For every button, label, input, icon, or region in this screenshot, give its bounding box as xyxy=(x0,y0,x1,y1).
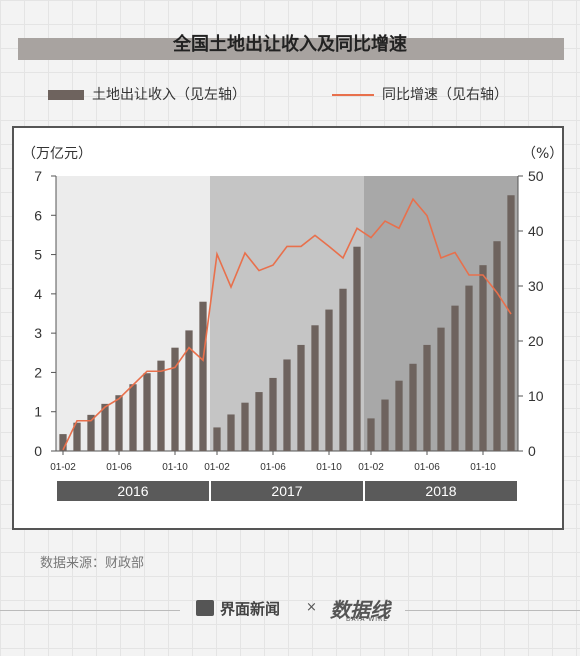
x-tick-label: 01-10 xyxy=(162,462,188,473)
footer-brand: 界面新闻 xyxy=(220,600,281,618)
jiemian-logo-icon xyxy=(196,600,214,616)
right-tick-label: 10 xyxy=(528,388,544,404)
data-bar xyxy=(129,384,137,451)
legend-line-label: 同比增速（见右轴） xyxy=(382,87,508,103)
data-bar xyxy=(339,288,347,451)
data-bar xyxy=(157,360,165,451)
data-bar xyxy=(101,403,109,451)
data-bar xyxy=(465,285,473,451)
left-tick-label: 6 xyxy=(34,207,42,223)
right-tick-label: 50 xyxy=(528,168,544,184)
left-tick-label: 0 xyxy=(34,443,42,459)
data-bar xyxy=(325,309,333,451)
legend-bars-label: 土地出让收入（见左轴） xyxy=(92,87,246,103)
year-bar-2018 xyxy=(365,481,517,501)
left-tick-label: 5 xyxy=(34,247,42,263)
right-axis-unit: （%） xyxy=(522,146,563,162)
right-tick-label: 30 xyxy=(528,278,544,294)
left-axis-unit: （万亿元） xyxy=(22,146,92,162)
x-tick-label: 01-06 xyxy=(260,462,286,473)
legend-bar-swatch xyxy=(48,90,84,100)
x-tick-label: 01-06 xyxy=(414,462,440,473)
x-tick-label: 01-10 xyxy=(470,462,496,473)
data-bar xyxy=(171,347,179,451)
data-bar xyxy=(479,265,487,451)
data-bar xyxy=(283,359,291,451)
data-bar xyxy=(395,380,403,451)
year-label: 2017 xyxy=(271,483,302,499)
data-bar xyxy=(409,363,417,451)
x-tick-label: 01-02 xyxy=(358,462,384,473)
year-bar-2017 xyxy=(211,481,363,501)
data-bar xyxy=(353,246,361,451)
data-bar xyxy=(59,434,67,451)
right-tick-label: 20 xyxy=(528,333,544,349)
data-bar xyxy=(367,418,375,451)
x-tick-label: 01-02 xyxy=(50,462,76,473)
data-bar xyxy=(451,305,459,451)
data-bar xyxy=(269,377,277,451)
left-tick-label: 7 xyxy=(34,168,42,184)
data-bar xyxy=(437,327,445,451)
footer-divider-left xyxy=(0,610,180,611)
data-bar xyxy=(255,392,263,451)
data-bar xyxy=(241,402,249,451)
title-bar xyxy=(18,38,564,60)
growth-line xyxy=(62,197,512,451)
data-bar xyxy=(381,399,389,451)
right-tick-label: 0 xyxy=(528,443,536,459)
left-tick-label: 3 xyxy=(34,325,42,341)
legend-line-swatch xyxy=(332,94,374,96)
left-tick-label: 2 xyxy=(34,364,42,380)
year-label: 2018 xyxy=(425,483,456,499)
data-bar xyxy=(311,325,319,451)
data-bar xyxy=(185,330,193,451)
data-bar xyxy=(297,344,305,451)
data-bar xyxy=(143,373,151,451)
data-bar xyxy=(213,427,221,451)
datawire-logo: 数据线 xyxy=(330,598,390,622)
data-bar xyxy=(227,414,235,451)
left-tick-label: 1 xyxy=(34,404,42,420)
footer-divider-right xyxy=(405,610,580,611)
data-bar xyxy=(87,414,95,451)
source-note: 数据来源：财政部 xyxy=(40,556,145,571)
data-bar xyxy=(115,395,123,451)
data-bar xyxy=(493,241,501,451)
footer-x: × xyxy=(306,600,317,615)
x-tick-label: 01-10 xyxy=(316,462,342,473)
chart-title: 全国土地出让收入及同比增速 xyxy=(173,34,407,55)
data-bar xyxy=(423,344,431,451)
year-label: 2016 xyxy=(117,483,148,499)
data-bar xyxy=(507,195,515,451)
x-tick-label: 01-02 xyxy=(204,462,230,473)
year-bar-2016 xyxy=(57,481,209,501)
right-tick-label: 40 xyxy=(528,223,544,239)
datawire-logo-sub: DATA WIRE xyxy=(346,616,389,623)
x-tick-label: 01-06 xyxy=(106,462,132,473)
left-tick-label: 4 xyxy=(34,286,42,302)
data-bar xyxy=(199,301,207,451)
data-bar xyxy=(73,422,81,451)
